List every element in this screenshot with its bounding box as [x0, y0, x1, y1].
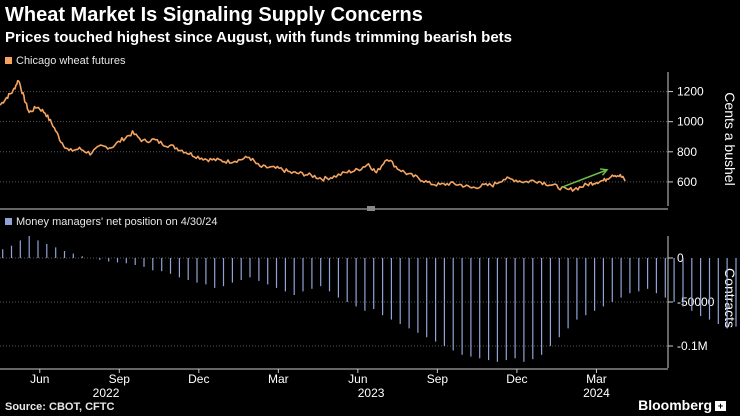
bloomberg-logo: Bloomberg	[638, 397, 712, 413]
x-year-label: 2024	[583, 386, 610, 400]
x-tick-label: Sep	[109, 372, 131, 386]
position-tick-label: 0	[677, 251, 684, 265]
x-tick-label: Mar	[586, 372, 607, 386]
chart-title: Wheat Market Is Signaling Supply Concern…	[5, 4, 423, 26]
x-tick-label: Sep	[427, 372, 449, 386]
wheat-price-line	[0, 79, 626, 192]
legend-position-swatch	[5, 218, 12, 225]
price-tick-label: 600	[677, 175, 697, 189]
bloomberg-plus-icon: +	[715, 401, 726, 411]
chart-subtitle: Prices touched highest since August, wit…	[5, 29, 513, 46]
legend-price-swatch	[5, 57, 12, 64]
trend-arrow-head	[599, 168, 609, 176]
price-tick-label: 1200	[677, 85, 704, 99]
legend-price-label: Chicago wheat futures	[16, 55, 126, 67]
x-year-label: 2022	[93, 386, 120, 400]
legend-price: Chicago wheat futures	[5, 55, 125, 67]
position-axis-title: Contracts	[722, 268, 738, 328]
legend-position: Money managers' net position on 4/30/24	[5, 216, 217, 228]
x-tick-label: Mar	[268, 372, 289, 386]
x-year-label: 2023	[358, 386, 385, 400]
source-note: Source: CBOT, CFTC	[5, 401, 115, 413]
price-tick-label: 1000	[677, 115, 704, 129]
x-tick-label: Jun	[348, 372, 367, 386]
trend-arrow	[561, 169, 608, 188]
legend-position-label: Money managers' net position on 4/30/24	[16, 216, 218, 228]
price-tick-label: 800	[677, 145, 697, 159]
x-tick-label: Dec	[188, 372, 209, 386]
price-axis-title: Cents a bushel	[722, 92, 738, 185]
position-tick-label: -50000	[677, 295, 715, 309]
position-tick-label: -0.1M	[677, 339, 708, 353]
x-tick-label: Dec	[506, 372, 527, 386]
x-tick-label: Jun	[30, 372, 49, 386]
panel-separator-handle	[367, 206, 375, 211]
